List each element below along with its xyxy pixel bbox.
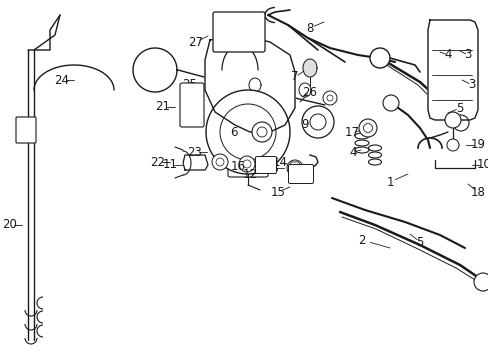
Circle shape xyxy=(205,90,289,174)
Circle shape xyxy=(239,33,246,40)
Polygon shape xyxy=(183,155,207,170)
Circle shape xyxy=(358,119,376,137)
Polygon shape xyxy=(303,59,316,77)
FancyBboxPatch shape xyxy=(180,83,203,127)
Text: 15: 15 xyxy=(270,185,285,198)
Text: 3: 3 xyxy=(464,49,471,62)
Circle shape xyxy=(239,23,246,31)
Circle shape xyxy=(249,23,256,31)
FancyBboxPatch shape xyxy=(255,157,276,174)
Circle shape xyxy=(239,156,254,172)
Circle shape xyxy=(446,139,458,151)
Text: 19: 19 xyxy=(469,139,485,152)
Text: 12: 12 xyxy=(242,168,257,181)
Circle shape xyxy=(444,112,460,128)
Circle shape xyxy=(229,23,236,31)
Text: 24: 24 xyxy=(54,73,69,86)
Text: 20: 20 xyxy=(2,219,18,231)
Circle shape xyxy=(473,273,488,291)
Text: 22: 22 xyxy=(150,156,165,168)
Text: 3: 3 xyxy=(468,78,475,91)
FancyBboxPatch shape xyxy=(227,128,267,177)
Text: 11: 11 xyxy=(162,158,177,171)
Polygon shape xyxy=(204,35,294,132)
Circle shape xyxy=(302,106,333,138)
Circle shape xyxy=(220,104,275,160)
Text: 21: 21 xyxy=(155,100,170,113)
FancyBboxPatch shape xyxy=(16,117,36,143)
Text: 14: 14 xyxy=(272,156,287,168)
Text: 10: 10 xyxy=(476,158,488,171)
Circle shape xyxy=(323,91,336,105)
Text: 5: 5 xyxy=(415,235,423,248)
Circle shape xyxy=(219,33,226,40)
Circle shape xyxy=(243,160,250,168)
Circle shape xyxy=(216,158,224,166)
Circle shape xyxy=(229,33,236,40)
Circle shape xyxy=(363,123,372,132)
Circle shape xyxy=(286,160,303,176)
Text: 25: 25 xyxy=(182,78,197,91)
Circle shape xyxy=(219,23,226,31)
Text: 23: 23 xyxy=(187,145,202,158)
Circle shape xyxy=(212,154,227,170)
Circle shape xyxy=(369,48,389,68)
Circle shape xyxy=(452,115,468,131)
Text: 1: 1 xyxy=(386,175,393,189)
Text: 5: 5 xyxy=(455,102,463,114)
Text: 2: 2 xyxy=(358,234,365,247)
Text: 4: 4 xyxy=(348,145,356,158)
Text: 4: 4 xyxy=(443,49,451,62)
Text: 13: 13 xyxy=(264,162,279,175)
Text: 9: 9 xyxy=(301,117,308,130)
Circle shape xyxy=(251,122,271,142)
Text: 18: 18 xyxy=(469,185,485,198)
Text: 8: 8 xyxy=(305,22,313,35)
FancyBboxPatch shape xyxy=(288,165,313,184)
FancyBboxPatch shape xyxy=(213,12,264,52)
Text: 27: 27 xyxy=(188,36,203,49)
Circle shape xyxy=(249,33,256,40)
Circle shape xyxy=(309,114,325,130)
Text: 26: 26 xyxy=(302,85,317,99)
Text: 16: 16 xyxy=(230,161,245,174)
Circle shape xyxy=(326,95,332,101)
Circle shape xyxy=(382,95,398,111)
Text: 17: 17 xyxy=(344,126,359,139)
Polygon shape xyxy=(427,20,477,120)
Text: 6: 6 xyxy=(230,126,237,139)
Circle shape xyxy=(257,127,266,137)
Text: 7: 7 xyxy=(291,71,298,84)
